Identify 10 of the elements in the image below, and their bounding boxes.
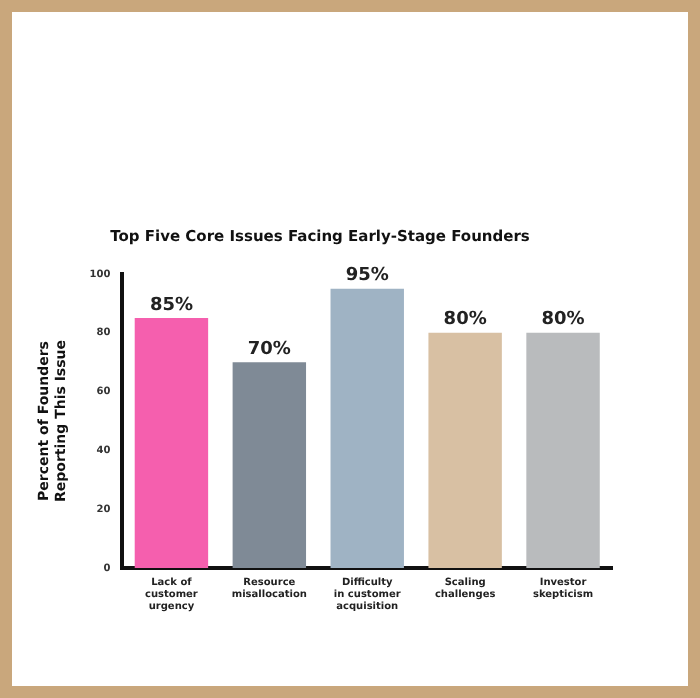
data-label: 80% — [541, 310, 585, 331]
bar — [526, 332, 600, 568]
data-label: 95% — [345, 266, 389, 287]
data-label: 70% — [247, 339, 291, 360]
data-label: 80% — [443, 310, 487, 331]
bar — [428, 332, 502, 568]
data-label: 85% — [149, 295, 193, 316]
bar — [330, 288, 404, 568]
bar — [134, 318, 209, 568]
bar — [232, 362, 307, 568]
